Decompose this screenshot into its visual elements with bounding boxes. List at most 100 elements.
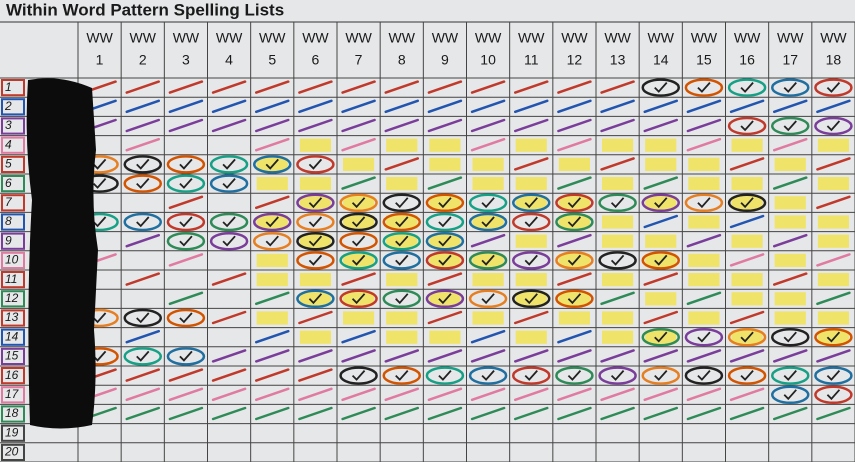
oval-mark (512, 251, 551, 270)
slash-mark (298, 368, 333, 382)
row-number: 9 (5, 233, 12, 247)
highlight (558, 253, 590, 267)
column-label: WW (389, 30, 416, 46)
column-label: WW (734, 30, 761, 46)
check-mark (697, 331, 711, 343)
slash-mark (600, 387, 635, 402)
highlight (429, 157, 461, 171)
highlight (645, 138, 677, 152)
slash-mark (600, 118, 635, 133)
highlight (472, 215, 504, 229)
column-label: WW (518, 30, 545, 46)
slash-mark (341, 406, 376, 421)
check-mark (395, 197, 409, 209)
oval-mark (382, 289, 421, 309)
check-mark (740, 82, 754, 93)
slash-mark (514, 349, 549, 363)
oval-mark (123, 347, 162, 366)
highlight (688, 177, 720, 191)
check-mark (826, 331, 841, 343)
column-label: WW (777, 30, 804, 46)
row-box (1, 328, 25, 346)
check-mark (438, 216, 452, 228)
slash-mark (816, 157, 851, 171)
oval-mark (684, 193, 724, 213)
slash-mark (773, 137, 808, 152)
highlight (386, 177, 418, 191)
column-number: 3 (182, 52, 190, 68)
slash-mark (255, 80, 290, 94)
slash-mark (686, 387, 722, 402)
slash-mark (341, 137, 376, 152)
highlight (515, 273, 547, 287)
slash-mark (514, 118, 549, 133)
oval-mark (512, 289, 551, 309)
slash-mark (557, 176, 592, 190)
row-box (1, 117, 25, 135)
slash-mark (211, 310, 247, 325)
check-mark (92, 312, 107, 324)
check-mark (783, 331, 797, 343)
highlight (645, 253, 677, 267)
check-mark (179, 235, 193, 247)
highlight (645, 234, 677, 248)
check-mark (697, 197, 711, 209)
oval-mark (166, 308, 206, 328)
check-mark (222, 235, 236, 247)
slash-mark (470, 80, 506, 94)
oval-mark (727, 327, 767, 347)
row-box (1, 194, 25, 212)
slash-mark (729, 349, 765, 363)
slash-mark (125, 329, 160, 344)
row-box (1, 443, 25, 461)
row-number: 13 (5, 310, 19, 324)
oval-mark (684, 327, 724, 347)
highlight (299, 273, 331, 287)
column-label: WW (432, 30, 459, 46)
row-number: 4 (5, 137, 12, 151)
check-mark (265, 158, 279, 170)
oval-mark (771, 327, 810, 347)
slash-mark (427, 99, 463, 114)
check-mark (136, 178, 150, 189)
highlight (558, 215, 590, 229)
slash-mark (298, 310, 333, 325)
row-number: 8 (5, 214, 12, 228)
check-mark (351, 235, 366, 247)
oval-mark (339, 251, 378, 270)
slash-mark (557, 137, 592, 152)
oval-mark (339, 212, 378, 232)
slash-mark (470, 387, 506, 402)
row-number: 15 (5, 349, 19, 363)
oval-mark (555, 212, 594, 232)
slash-mark (686, 233, 722, 248)
slash-mark (168, 291, 204, 306)
oval-mark (814, 78, 853, 97)
highlight (817, 215, 849, 229)
slash-mark (168, 99, 204, 114)
oval-mark (641, 327, 680, 347)
check-mark (783, 389, 797, 401)
slash-mark (643, 406, 678, 421)
highlight (558, 196, 590, 210)
column-label: WW (648, 30, 675, 46)
check-mark (395, 293, 409, 305)
highlight (299, 234, 331, 248)
slash-mark (686, 137, 722, 152)
column-label: WW (604, 30, 631, 46)
redaction (26, 78, 99, 429)
slash-mark (168, 195, 204, 210)
column-number: 14 (653, 52, 669, 68)
oval-mark (684, 78, 724, 97)
column-label: WW (561, 30, 588, 46)
slash-mark (816, 406, 851, 421)
oval-mark (296, 251, 335, 270)
highlight (817, 138, 849, 152)
oval-mark (641, 251, 680, 270)
oval-mark (166, 347, 206, 366)
oval-mark (296, 155, 335, 174)
slash-mark (211, 118, 247, 133)
highlight (817, 311, 849, 325)
oval-mark (468, 366, 508, 385)
